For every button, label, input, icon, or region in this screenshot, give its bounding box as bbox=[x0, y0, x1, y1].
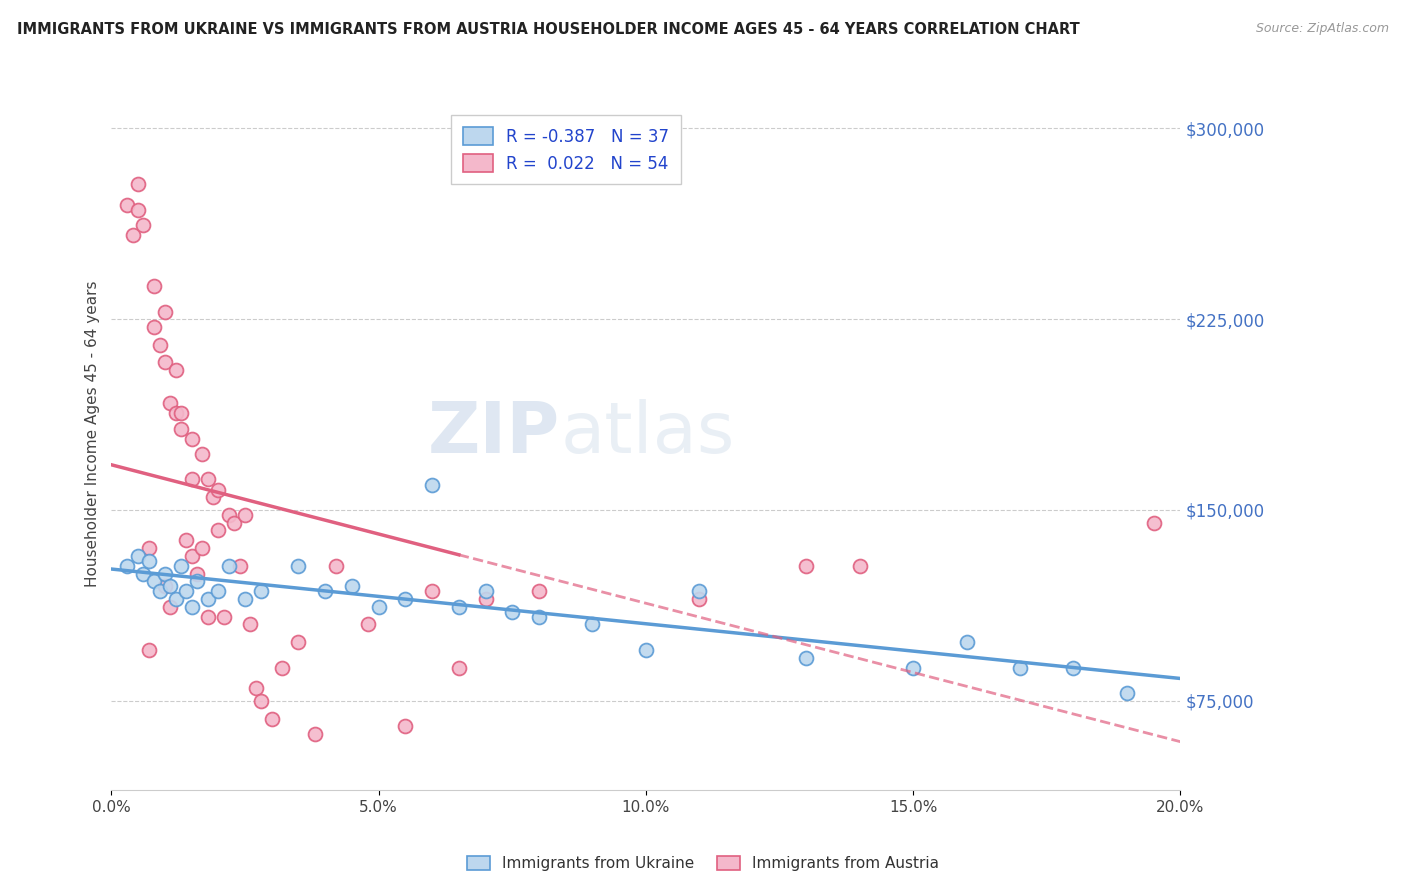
Point bbox=[207, 524, 229, 538]
Point bbox=[340, 579, 363, 593]
Point bbox=[314, 584, 336, 599]
Point bbox=[191, 447, 214, 461]
Point bbox=[159, 599, 181, 614]
Point bbox=[174, 533, 197, 548]
Point bbox=[1062, 661, 1084, 675]
Point bbox=[121, 228, 143, 243]
Point bbox=[143, 319, 166, 334]
Legend: Immigrants from Ukraine, Immigrants from Austria: Immigrants from Ukraine, Immigrants from… bbox=[461, 849, 945, 877]
Point bbox=[367, 599, 389, 614]
Point bbox=[117, 197, 139, 211]
Point bbox=[197, 472, 219, 486]
Point bbox=[447, 599, 470, 614]
Point bbox=[165, 592, 187, 607]
Point bbox=[501, 605, 523, 619]
Text: Source: ZipAtlas.com: Source: ZipAtlas.com bbox=[1256, 22, 1389, 36]
Point bbox=[1008, 661, 1031, 675]
Point bbox=[148, 584, 170, 599]
Point bbox=[138, 554, 160, 568]
Point bbox=[170, 558, 193, 573]
Point bbox=[271, 661, 294, 675]
Text: IMMIGRANTS FROM UKRAINE VS IMMIGRANTS FROM AUSTRIA HOUSEHOLDER INCOME AGES 45 - : IMMIGRANTS FROM UKRAINE VS IMMIGRANTS FR… bbox=[17, 22, 1080, 37]
Point bbox=[138, 643, 160, 657]
Legend: R = -0.387   N = 37, R =  0.022   N = 54: R = -0.387 N = 37, R = 0.022 N = 54 bbox=[451, 115, 681, 185]
Point bbox=[224, 516, 246, 530]
Point bbox=[250, 694, 273, 708]
Point bbox=[153, 566, 176, 581]
Point bbox=[180, 432, 202, 446]
Point bbox=[287, 635, 309, 649]
Point bbox=[794, 650, 817, 665]
Point bbox=[207, 483, 229, 497]
Point bbox=[447, 661, 470, 675]
Point bbox=[197, 592, 219, 607]
Point bbox=[688, 584, 710, 599]
Point bbox=[159, 579, 181, 593]
Point bbox=[180, 472, 202, 486]
Point bbox=[153, 355, 176, 369]
Point bbox=[127, 549, 149, 563]
Point bbox=[127, 202, 149, 217]
Point bbox=[165, 406, 187, 420]
Point bbox=[1115, 686, 1137, 700]
Point bbox=[394, 592, 416, 607]
Point bbox=[186, 566, 208, 581]
Text: atlas: atlas bbox=[561, 399, 735, 468]
Point bbox=[233, 592, 256, 607]
Point bbox=[180, 599, 202, 614]
Point bbox=[325, 558, 347, 573]
Point bbox=[180, 549, 202, 563]
Point bbox=[153, 304, 176, 318]
Point bbox=[218, 508, 240, 522]
Point bbox=[420, 584, 443, 599]
Point bbox=[357, 617, 380, 632]
Point bbox=[287, 558, 309, 573]
Point bbox=[527, 610, 550, 624]
Text: ZIP: ZIP bbox=[427, 399, 561, 468]
Point bbox=[688, 592, 710, 607]
Point bbox=[239, 617, 262, 632]
Point bbox=[420, 477, 443, 491]
Point bbox=[527, 584, 550, 599]
Point bbox=[165, 363, 187, 377]
Point bbox=[901, 661, 924, 675]
Point bbox=[143, 574, 166, 589]
Point bbox=[132, 218, 155, 232]
Point bbox=[218, 558, 240, 573]
Point bbox=[233, 508, 256, 522]
Point bbox=[245, 681, 267, 695]
Point bbox=[394, 719, 416, 733]
Point bbox=[170, 421, 193, 435]
Point bbox=[581, 617, 603, 632]
Point bbox=[201, 490, 224, 504]
Point bbox=[207, 584, 229, 599]
Point bbox=[474, 584, 496, 599]
Point bbox=[955, 635, 977, 649]
Point bbox=[250, 584, 273, 599]
Point bbox=[197, 610, 219, 624]
Point bbox=[634, 643, 657, 657]
Point bbox=[186, 574, 208, 589]
Point bbox=[117, 558, 139, 573]
Point bbox=[474, 592, 496, 607]
Point bbox=[132, 566, 155, 581]
Point bbox=[212, 610, 235, 624]
Point bbox=[170, 406, 193, 420]
Point bbox=[143, 279, 166, 293]
Point bbox=[127, 178, 149, 192]
Point bbox=[153, 579, 176, 593]
Point bbox=[1143, 516, 1166, 530]
Point bbox=[191, 541, 214, 555]
Point bbox=[304, 727, 326, 741]
Point bbox=[228, 558, 250, 573]
Point bbox=[148, 337, 170, 351]
Point bbox=[794, 558, 817, 573]
Y-axis label: Householder Income Ages 45 - 64 years: Householder Income Ages 45 - 64 years bbox=[86, 280, 100, 587]
Point bbox=[174, 584, 197, 599]
Point bbox=[848, 558, 870, 573]
Point bbox=[138, 541, 160, 555]
Point bbox=[260, 712, 283, 726]
Point bbox=[159, 396, 181, 410]
